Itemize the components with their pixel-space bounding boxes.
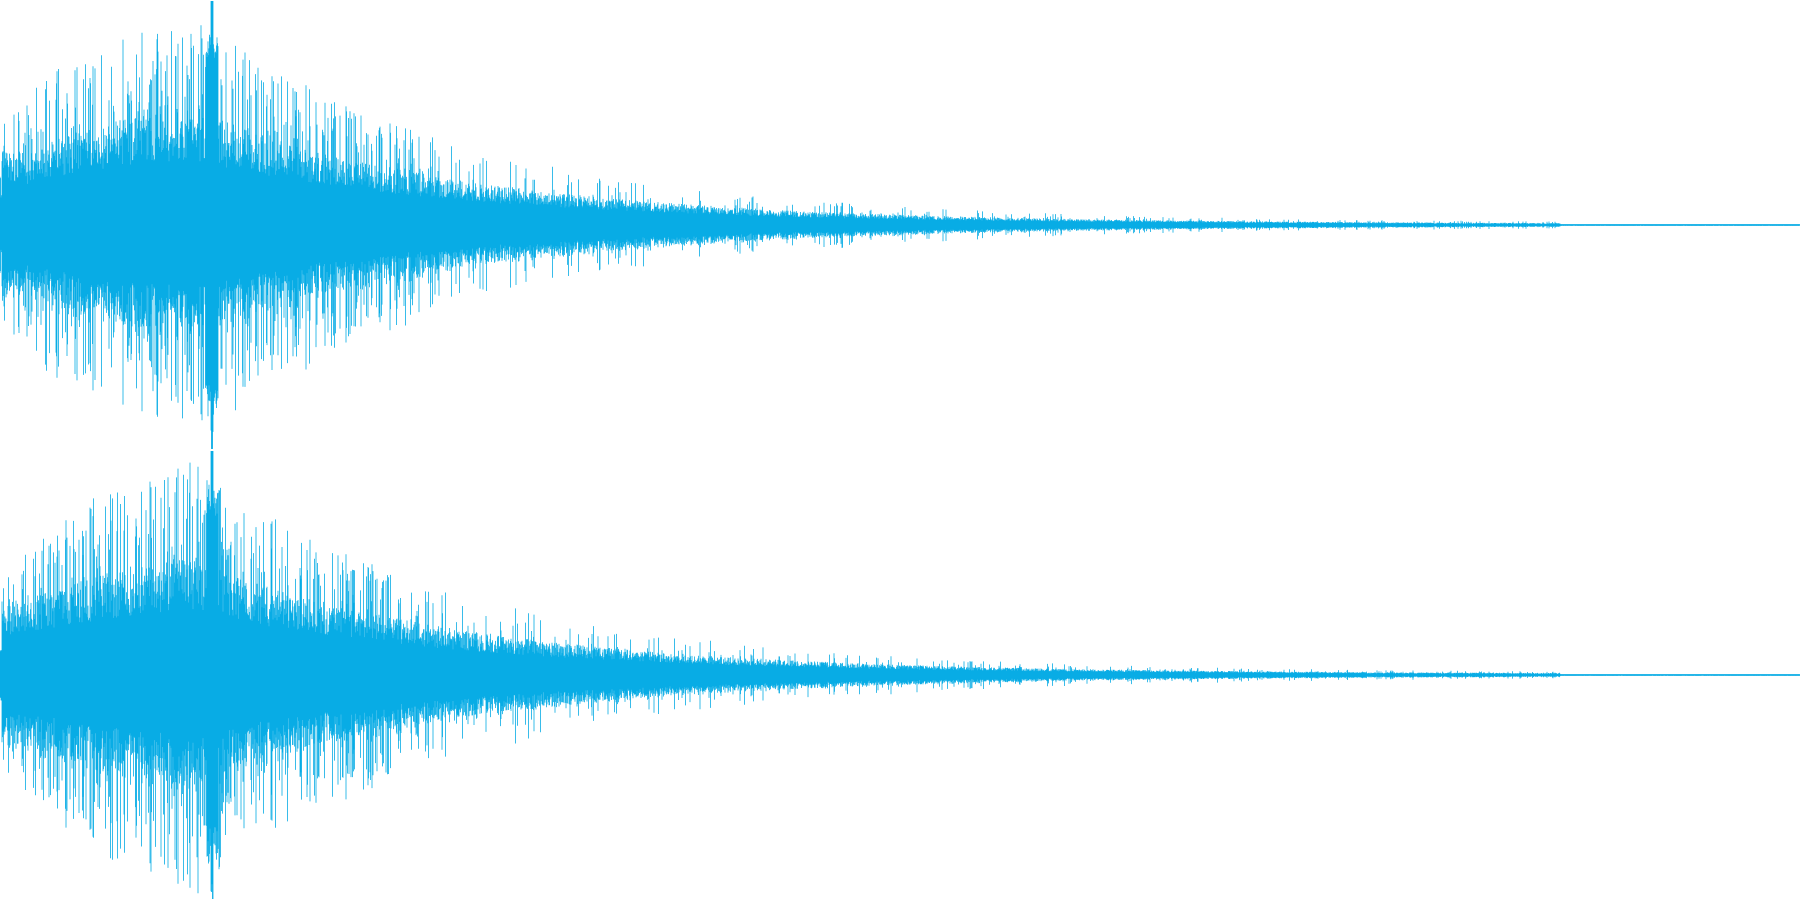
channel-1-waveform xyxy=(0,1,1800,449)
channel-2-waveform xyxy=(0,451,1800,899)
